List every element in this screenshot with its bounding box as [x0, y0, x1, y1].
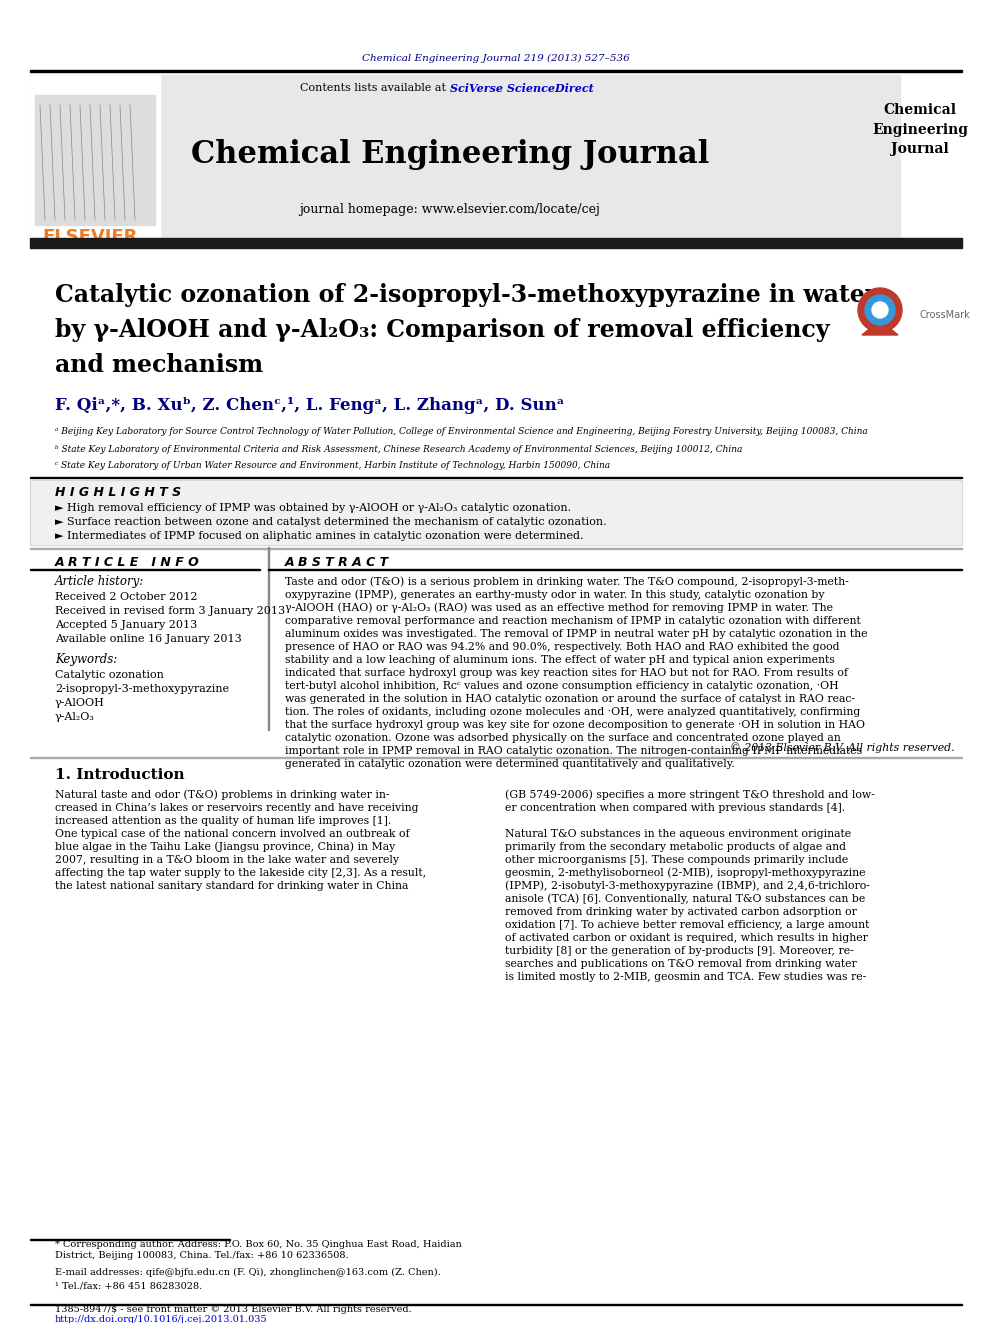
Text: Article history:: Article history: — [55, 576, 144, 589]
Text: Catalytic ozonation: Catalytic ozonation — [55, 669, 164, 680]
Text: Chemical Engineering Journal 219 (2013) 527–536: Chemical Engineering Journal 219 (2013) … — [362, 53, 630, 62]
Text: ► Surface reaction between ozone and catalyst determined the mechanism of cataly: ► Surface reaction between ozone and cat… — [55, 517, 607, 527]
Text: Chemical
Engineering
Journal: Chemical Engineering Journal — [872, 103, 968, 156]
Bar — [35, 95, 155, 225]
Circle shape — [858, 288, 902, 332]
Text: ► Intermediates of IPMP focused on aliphatic amines in catalytic ozonation were : ► Intermediates of IPMP focused on aliph… — [55, 531, 583, 541]
Bar — [30, 70, 962, 71]
Text: Accepted 5 January 2013: Accepted 5 January 2013 — [55, 620, 197, 630]
Text: http://dx.doi.org/10.1016/j.cej.2013.01.035: http://dx.doi.org/10.1016/j.cej.2013.01.… — [55, 1315, 268, 1323]
Text: ᵇ State Key Laboratory of Environmental Criteria and Risk Assessment, Chinese Re: ᵇ State Key Laboratory of Environmental … — [55, 445, 742, 454]
Text: F. Qiᵃ,*, B. Xuᵇ, Z. Chenᶜ,¹, L. Fengᵃ, L. Zhangᵃ, D. Sunᵃ: F. Qiᵃ,*, B. Xuᵇ, Z. Chenᶜ,¹, L. Fengᵃ, … — [55, 397, 564, 414]
Text: Natural taste and odor (T&O) problems in drinking water in-: Natural taste and odor (T&O) problems in… — [55, 790, 390, 800]
Text: © 2013 Elsevier B.V. All rights reserved.: © 2013 Elsevier B.V. All rights reserved… — [730, 742, 955, 753]
Text: increased attention as the quality of human life improves [1].: increased attention as the quality of hu… — [55, 816, 391, 826]
Text: CrossMark: CrossMark — [920, 310, 971, 320]
Text: Received in revised form 3 January 2013: Received in revised form 3 January 2013 — [55, 606, 285, 617]
Text: stability and a low leaching of aluminum ions. The effect of water pH and typica: stability and a low leaching of aluminum… — [285, 655, 834, 665]
Text: (GB 5749-2006) specifies a more stringent T&O threshold and low-: (GB 5749-2006) specifies a more stringen… — [505, 790, 875, 800]
Text: comparative removal performance and reaction mechanism of IPMP in catalytic ozon: comparative removal performance and reac… — [285, 617, 861, 626]
Text: H I G H L I G H T S: H I G H L I G H T S — [55, 486, 182, 499]
Text: Natural T&O substances in the aqueous environment originate: Natural T&O substances in the aqueous en… — [505, 830, 851, 839]
Text: A R T I C L E   I N F O: A R T I C L E I N F O — [55, 556, 199, 569]
Text: Catalytic ozonation of 2-isopropyl-3-methoxypyrazine in water: Catalytic ozonation of 2-isopropyl-3-met… — [55, 283, 877, 307]
Bar — [30, 75, 900, 239]
Text: was generated in the solution in HAO catalytic ozonation or around the surface o: was generated in the solution in HAO cat… — [285, 695, 855, 704]
Text: turbidity [8] or the generation of by-products [9]. Moreover, re-: turbidity [8] or the generation of by-pr… — [505, 946, 854, 957]
Text: anisole (TCA) [6]. Conventionally, natural T&O substances can be: anisole (TCA) [6]. Conventionally, natur… — [505, 894, 865, 905]
Text: searches and publications on T&O removal from drinking water: searches and publications on T&O removal… — [505, 959, 857, 968]
Bar — [268, 546, 269, 730]
Text: Keywords:: Keywords: — [55, 654, 117, 667]
Text: that the surface hydroxyl group was key site for ozone decomposition to generate: that the surface hydroxyl group was key … — [285, 720, 865, 730]
Text: presence of HAO or RAO was 94.2% and 90.0%, respectively. Both HAO and RAO exhib: presence of HAO or RAO was 94.2% and 90.… — [285, 642, 839, 652]
Text: by γ-AlOOH and γ-Al₂O₃: Comparison of removal efficiency: by γ-AlOOH and γ-Al₂O₃: Comparison of re… — [55, 318, 829, 343]
Text: ᵃ Beijing Key Laboratory for Source Control Technology of Water Pollution, Colle: ᵃ Beijing Key Laboratory for Source Cont… — [55, 427, 868, 437]
Text: geosmin, 2-methylisoborneol (2-MIB), isopropyl-methoxypyrazine: geosmin, 2-methylisoborneol (2-MIB), iso… — [505, 868, 865, 878]
Polygon shape — [862, 320, 898, 335]
Text: Contents lists available at: Contents lists available at — [301, 83, 450, 93]
Text: * Corresponding author. Address: P.O. Box 60, No. 35 Qinghua East Road, Haidian
: * Corresponding author. Address: P.O. Bo… — [55, 1240, 461, 1259]
Text: Taste and odor (T&O) is a serious problem in drinking water. The T&O compound, 2: Taste and odor (T&O) is a serious proble… — [285, 577, 849, 587]
Text: creased in China’s lakes or reservoirs recently and have receiving: creased in China’s lakes or reservoirs r… — [55, 803, 419, 814]
Text: E-mail addresses: qife@bjfu.edu.cn (F. Qi), zhonglinchen@163.com (Z. Chen).: E-mail addresses: qife@bjfu.edu.cn (F. Q… — [55, 1267, 440, 1277]
Text: tert-butyl alcohol inhibition, Rᴄᶜ values and ozone consumption efficiency in ca: tert-butyl alcohol inhibition, Rᴄᶜ value… — [285, 681, 838, 691]
Text: γ-AlOOH (HAO) or γ-Al₂O₃ (RAO) was used as an effective method for removing IPMP: γ-AlOOH (HAO) or γ-Al₂O₃ (RAO) was used … — [285, 603, 833, 614]
Text: Chemical Engineering Journal: Chemical Engineering Journal — [190, 139, 709, 171]
Text: important role in IPMP removal in RAO catalytic ozonation. The nitrogen-containi: important role in IPMP removal in RAO ca… — [285, 746, 862, 755]
Text: catalytic ozonation. Ozone was adsorbed physically on the surface and concentrat: catalytic ozonation. Ozone was adsorbed … — [285, 733, 841, 744]
Text: ELSEVIER: ELSEVIER — [43, 228, 138, 246]
Text: γ-AlOOH: γ-AlOOH — [55, 699, 105, 708]
Text: Available online 16 January 2013: Available online 16 January 2013 — [55, 634, 242, 644]
Text: er concentration when compared with previous standards [4].: er concentration when compared with prev… — [505, 803, 845, 814]
Text: (IPMP), 2-isobutyl-3-methoxypyrazine (IBMP), and 2,4,6-trichloro-: (IPMP), 2-isobutyl-3-methoxypyrazine (IB… — [505, 881, 870, 892]
Text: the latest national sanitary standard for drinking water in China: the latest national sanitary standard fo… — [55, 881, 409, 890]
Text: primarily from the secondary metabolic products of algae and: primarily from the secondary metabolic p… — [505, 841, 846, 852]
Bar — [30, 480, 962, 545]
Text: and mechanism: and mechanism — [55, 353, 263, 377]
Text: affecting the tap water supply to the lakeside city [2,3]. As a result,: affecting the tap water supply to the la… — [55, 868, 427, 878]
Text: 1. Introduction: 1. Introduction — [55, 767, 185, 782]
Text: of activated carbon or oxidant is required, which results in higher: of activated carbon or oxidant is requir… — [505, 933, 868, 943]
Text: blue algae in the Taihu Lake (Jiangsu province, China) in May: blue algae in the Taihu Lake (Jiangsu pr… — [55, 841, 395, 852]
Text: 1385-8947/$ - see front matter © 2013 Elsevier B.V. All rights reserved.: 1385-8947/$ - see front matter © 2013 El… — [55, 1306, 412, 1315]
Text: aluminum oxides was investigated. The removal of IPMP in neutral water pH by cat: aluminum oxides was investigated. The re… — [285, 628, 867, 639]
Text: 2007, resulting in a T&O bloom in the lake water and severely: 2007, resulting in a T&O bloom in the la… — [55, 855, 399, 865]
Circle shape — [872, 302, 888, 318]
Text: One typical case of the national concern involved an outbreak of: One typical case of the national concern… — [55, 830, 410, 839]
Text: removed from drinking water by activated carbon adsorption or: removed from drinking water by activated… — [505, 908, 857, 917]
Text: 2-isopropyl-3-methoxypyrazine: 2-isopropyl-3-methoxypyrazine — [55, 684, 229, 695]
Text: ᶜ State Key Laboratory of Urban Water Resource and Environment, Harbin Institute: ᶜ State Key Laboratory of Urban Water Re… — [55, 462, 610, 471]
Bar — [30, 480, 962, 545]
Text: ► High removal efficiency of IPMP was obtained by γ-AlOOH or γ-Al₂O₃ catalytic o: ► High removal efficiency of IPMP was ob… — [55, 503, 571, 513]
Text: Received 2 October 2012: Received 2 October 2012 — [55, 591, 197, 602]
Text: journal homepage: www.elsevier.com/locate/cej: journal homepage: www.elsevier.com/locat… — [300, 204, 600, 217]
Text: γ-Al₂O₃: γ-Al₂O₃ — [55, 712, 95, 722]
Text: oxidation [7]. To achieve better removal efficiency, a large amount: oxidation [7]. To achieve better removal… — [505, 919, 869, 930]
Text: indicated that surface hydroxyl group was key reaction sites for HAO but not for: indicated that surface hydroxyl group wa… — [285, 668, 848, 677]
Text: ¹ Tel./fax: +86 451 86283028.: ¹ Tel./fax: +86 451 86283028. — [55, 1282, 202, 1290]
Text: tion. The roles of oxidants, including ozone molecules and ·OH, were analyzed qu: tion. The roles of oxidants, including o… — [285, 706, 860, 717]
Text: A B S T R A C T: A B S T R A C T — [285, 556, 389, 569]
Text: oxypyrazine (IPMP), generates an earthy-musty odor in water. In this study, cata: oxypyrazine (IPMP), generates an earthy-… — [285, 590, 824, 601]
Bar — [30, 238, 962, 247]
Circle shape — [865, 295, 895, 325]
Text: is limited mostly to 2-MIB, geosmin and TCA. Few studies was re-: is limited mostly to 2-MIB, geosmin and … — [505, 972, 866, 982]
Bar — [30, 75, 160, 239]
Text: other microorganisms [5]. These compounds primarily include: other microorganisms [5]. These compound… — [505, 855, 848, 865]
Text: SciVerse ScienceDirect: SciVerse ScienceDirect — [450, 82, 594, 94]
Text: generated in catalytic ozonation were determined quantitatively and qualitativel: generated in catalytic ozonation were de… — [285, 759, 735, 769]
